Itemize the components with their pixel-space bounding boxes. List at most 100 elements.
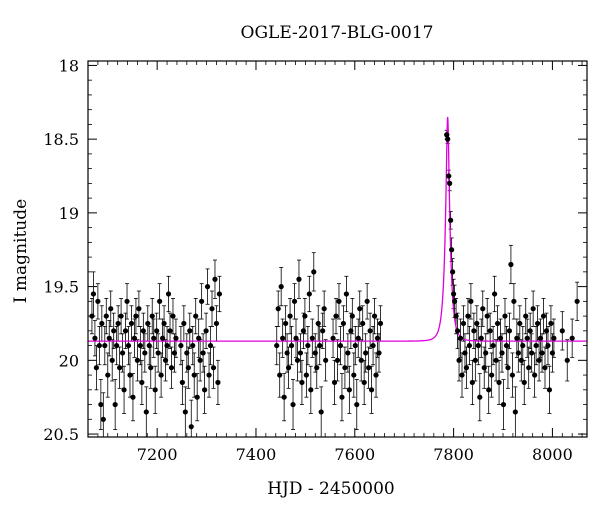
errorbars-layer — [89, 129, 580, 437]
data-point — [534, 320, 541, 327]
data-point — [171, 350, 178, 356]
chart-title: OGLE-2017-BLG-0017 — [241, 23, 434, 43]
data-point — [119, 350, 126, 356]
data-point — [446, 173, 452, 179]
data-point — [287, 313, 293, 319]
data-point — [451, 298, 458, 304]
data-point — [111, 328, 117, 334]
data-point — [499, 350, 505, 356]
ticks-layer — [87, 61, 587, 437]
data-point — [506, 328, 513, 334]
data-point — [373, 372, 379, 378]
data-point — [456, 357, 462, 363]
data-point — [115, 320, 121, 327]
data-point — [92, 335, 98, 341]
data-point — [296, 276, 302, 282]
data-point — [309, 335, 315, 341]
data-point — [99, 320, 105, 327]
data-point — [477, 394, 483, 400]
data-point — [530, 306, 536, 312]
data-point — [370, 342, 376, 349]
data-point — [445, 136, 451, 142]
data-point — [291, 298, 298, 304]
data-point — [514, 335, 520, 341]
data-point — [368, 387, 375, 393]
data-point — [90, 291, 97, 297]
data-point — [524, 335, 530, 341]
data-point — [209, 306, 215, 312]
data-point — [210, 365, 217, 371]
data-point — [364, 298, 370, 304]
data-point — [469, 379, 475, 386]
data-point — [117, 365, 123, 371]
data-point — [134, 357, 141, 363]
x-tick-label: 7400 — [236, 445, 277, 464]
data-point — [157, 298, 163, 304]
data-point — [187, 328, 193, 334]
data-point — [100, 416, 106, 422]
data-point — [160, 335, 166, 341]
data-point — [173, 335, 179, 341]
data-point — [140, 328, 146, 334]
data-point — [481, 365, 487, 371]
data-point — [103, 313, 109, 319]
data-point — [457, 335, 464, 341]
data-point — [494, 320, 501, 327]
data-point — [155, 350, 161, 356]
data-point — [472, 357, 478, 363]
data-point — [468, 298, 474, 304]
data-point — [164, 342, 170, 349]
data-point — [454, 328, 461, 334]
data-point — [197, 357, 203, 363]
data-point — [540, 313, 547, 319]
data-point — [203, 328, 209, 334]
data-point — [303, 372, 309, 378]
data-point — [215, 379, 221, 386]
data-point — [320, 328, 326, 334]
data-point — [449, 247, 455, 253]
data-point — [280, 335, 286, 341]
data-point — [559, 328, 565, 334]
data-point — [453, 313, 459, 319]
data-point — [158, 372, 164, 378]
data-point — [517, 320, 523, 327]
data-point — [355, 335, 361, 341]
x-tick-label: 7800 — [433, 445, 474, 464]
data-point — [511, 298, 517, 304]
data-point — [312, 350, 318, 356]
data-point — [351, 372, 357, 378]
data-point — [462, 350, 468, 356]
data-point — [374, 335, 381, 341]
data-point — [451, 291, 457, 297]
data-point — [106, 335, 112, 341]
data-point — [574, 298, 580, 304]
data-point — [96, 342, 102, 349]
data-point — [314, 365, 320, 371]
data-point — [536, 357, 542, 363]
data-point — [318, 409, 324, 415]
data-point — [193, 313, 199, 319]
data-point — [448, 217, 454, 223]
data-point — [459, 372, 465, 378]
data-point — [471, 328, 477, 334]
data-point — [204, 284, 211, 290]
data-point — [213, 320, 220, 327]
data-point — [492, 291, 498, 297]
data-point — [361, 379, 367, 386]
data-point — [300, 328, 307, 334]
data-point — [333, 313, 339, 319]
data-point — [212, 276, 218, 282]
data-point — [331, 379, 338, 386]
data-point — [288, 342, 295, 349]
data-point — [196, 335, 202, 341]
data-point — [360, 320, 366, 327]
data-point — [463, 365, 470, 371]
data-point — [447, 180, 453, 186]
data-point — [293, 335, 299, 341]
data-point — [371, 313, 378, 319]
data-point — [170, 313, 176, 319]
data-point — [523, 313, 529, 319]
data-point — [161, 320, 167, 327]
data-point — [330, 335, 336, 341]
data-point — [334, 357, 341, 363]
